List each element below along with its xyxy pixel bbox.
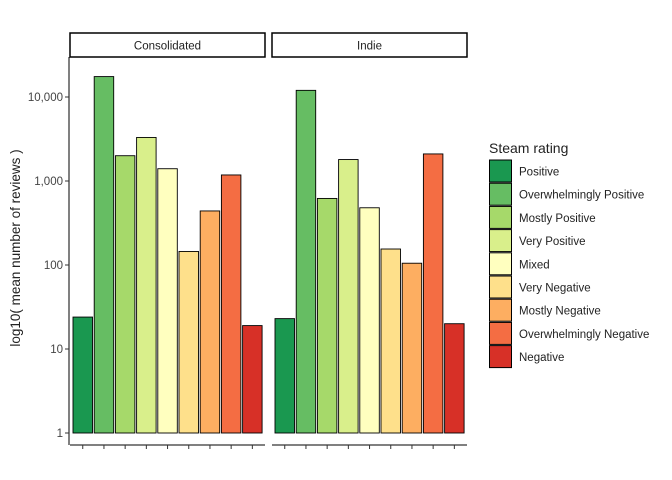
legend: Steam rating Positive Overwhelmingly Posi…: [489, 140, 649, 369]
bar-mostly-positive: [316, 197, 338, 434]
y-tick-label: 1: [57, 428, 63, 440]
legend-item: Very Negative: [489, 275, 591, 299]
facet-strip-label: Indie: [357, 41, 382, 53]
legend-swatch: [489, 298, 512, 322]
legend-label: Positive: [519, 167, 559, 179]
legend-swatch: [489, 229, 512, 253]
y-axis: 1 10 100 1,000 10,000: [28, 57, 70, 445]
legend-label: Overwhelmingly Positive: [519, 190, 644, 202]
bar-mostly-negative: [401, 262, 423, 434]
legend-label: Mostly Negative: [519, 306, 601, 318]
legend-items: Positive Overwhelmingly Positive Mostly Po…: [489, 159, 649, 369]
legend-item: Mostly Positive: [489, 205, 596, 229]
legend-item: Positive: [489, 159, 559, 183]
legend-swatch: [489, 275, 512, 299]
y-tick-label: 100: [44, 260, 63, 272]
bar-negative: [242, 325, 263, 434]
bar-very-negative: [380, 248, 401, 434]
legend-label: Very Negative: [519, 283, 591, 295]
y-axis-label: log10( mean number of reviews ): [8, 149, 23, 346]
panel-consolidated: Consolidated: [69, 32, 266, 449]
panel-indie: Indie: [271, 32, 468, 449]
legend-item: Overwhelmingly Negative: [489, 321, 649, 345]
y-tick-label: 10,000: [28, 92, 63, 104]
bar-mostly-positive: [114, 155, 136, 434]
legend-swatch: [489, 182, 512, 206]
legend-title: Steam rating: [489, 140, 568, 156]
bar-very-positive: [338, 159, 359, 434]
bar-mostly-negative: [199, 210, 221, 434]
y-tick-label: 10: [50, 344, 63, 356]
legend-item: Very Positive: [489, 229, 585, 253]
legend-swatch: [489, 159, 512, 183]
bar-mixed: [359, 207, 380, 434]
bar-mixed: [157, 168, 178, 434]
legend-item: Mixed: [489, 252, 550, 276]
legend-swatch: [489, 205, 512, 229]
y-tick-label: 1,000: [34, 176, 63, 188]
bar-negative: [444, 323, 465, 434]
legend-label: Very Positive: [519, 236, 585, 248]
facet-strip-label: Consolidated: [134, 41, 201, 53]
facet-strip: [69, 32, 266, 58]
bar-overwhelmingly-negative: [422, 153, 444, 434]
bar-overwhelmingly-negative: [220, 174, 242, 434]
bar-overwhelmingly-positive: [295, 89, 317, 434]
legend-item: Overwhelmingly Positive: [489, 182, 644, 206]
legend-label: Negative: [519, 352, 564, 364]
legend-item: Negative: [489, 345, 564, 369]
facet-panels: Consolidated Indie: [69, 32, 468, 449]
legend-swatch: [489, 321, 512, 345]
bar-overwhelmingly-positive: [93, 76, 115, 434]
legend-swatch: [489, 345, 512, 369]
facet-strip: [271, 32, 468, 58]
bar-positive: [72, 316, 93, 434]
legend-swatch: [489, 252, 512, 276]
legend-label: Mostly Positive: [519, 213, 596, 225]
legend-label: Overwhelmingly Negative: [519, 329, 649, 341]
bar-very-negative: [178, 250, 199, 434]
bar-positive: [274, 318, 295, 434]
legend-item: Mostly Negative: [489, 298, 601, 322]
legend-label: Mixed: [519, 259, 550, 271]
bar-very-positive: [136, 136, 157, 434]
